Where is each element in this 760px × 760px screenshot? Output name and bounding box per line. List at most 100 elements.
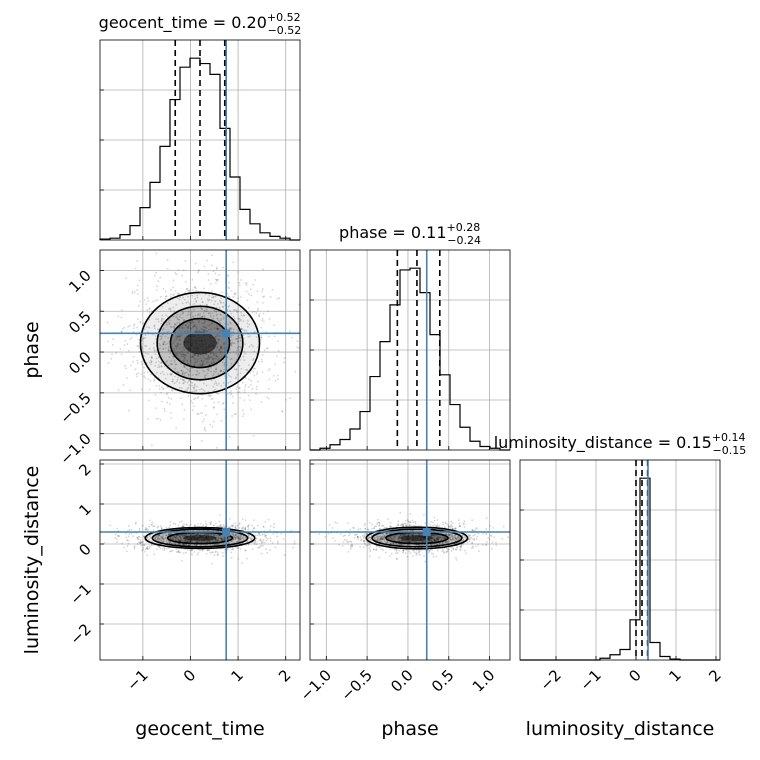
scatter-point [402, 549, 405, 552]
scatter-point [194, 525, 196, 528]
scatter-point [143, 544, 146, 547]
scatter-point [216, 534, 218, 537]
scatter-point [379, 538, 382, 541]
scatter-point [215, 370, 217, 373]
scatter-point [459, 545, 462, 548]
scatter-point [459, 546, 462, 548]
scatter-point [257, 532, 260, 535]
scatter-point [277, 349, 280, 352]
scatter-point [218, 525, 221, 528]
scatter-point [230, 328, 233, 330]
scatter-point [452, 548, 455, 551]
scatter-point [175, 347, 178, 350]
scatter-point [187, 327, 189, 330]
scatter-point [187, 540, 190, 543]
scatter-point [389, 542, 392, 545]
scatter-point [347, 522, 349, 524]
scatter-point [205, 308, 208, 311]
scatter-point [170, 363, 173, 366]
scatter-point [208, 363, 211, 366]
scatter-point [209, 311, 212, 314]
scatter-point [183, 379, 186, 382]
scatter-point [243, 351, 246, 353]
scatter-point [449, 536, 452, 539]
scatter-point [290, 529, 293, 532]
scatter-point [383, 536, 386, 538]
scatter-point [171, 380, 174, 383]
xtick-label-phase: −0.5 [337, 666, 375, 704]
scatter-point [242, 535, 245, 538]
scatter-point [239, 548, 242, 550]
scatter-point [369, 539, 372, 542]
scatter-point [146, 417, 149, 420]
scatter-point [253, 374, 256, 377]
scatter-point [207, 328, 210, 331]
scatter-point [437, 536, 439, 539]
scatter-point [352, 527, 355, 530]
scatter-point [252, 370, 255, 373]
scatter-point [213, 353, 216, 356]
scatter-point [215, 279, 218, 281]
scatter-point [198, 329, 200, 332]
scatter-point [436, 535, 439, 537]
scatter-point [205, 357, 208, 360]
scatter-point [127, 325, 129, 328]
scatter-point [207, 394, 210, 397]
scatter-point [390, 526, 393, 529]
scatter-point [181, 302, 184, 305]
scatter-point [247, 307, 250, 309]
scatter-point [349, 532, 352, 535]
scatter-point [227, 274, 230, 277]
scatter-point [184, 540, 187, 543]
scatter-point [430, 534, 433, 537]
scatter-point [143, 328, 146, 331]
scatter-point [141, 540, 144, 543]
scatter-point [194, 314, 197, 317]
scatter-point [127, 535, 130, 538]
scatter-point [267, 369, 270, 372]
scatter-point [454, 537, 457, 540]
scatter-point [356, 535, 359, 538]
scatter-point [220, 347, 223, 350]
scatter-point [159, 347, 162, 350]
scatter-point [475, 538, 478, 541]
scatter-point [177, 371, 180, 374]
scatter-point [183, 319, 186, 322]
scatter-point [395, 552, 397, 555]
scatter-point [453, 538, 455, 541]
scatter-point [207, 298, 209, 301]
scatter-point [346, 541, 349, 544]
scatter-point [189, 322, 192, 324]
scatter-point [204, 404, 207, 407]
scatter-point [207, 540, 209, 543]
scatter-point [218, 534, 221, 536]
scatter-point [252, 357, 255, 360]
scatter-point [221, 543, 224, 546]
scatter-point [238, 334, 241, 337]
scatter-point [378, 521, 381, 524]
scatter-point [153, 348, 156, 351]
scatter-point [237, 297, 239, 300]
scatter-point [200, 359, 203, 362]
scatter-point [160, 365, 163, 368]
scatter-point [141, 544, 144, 546]
scatter-point [257, 307, 260, 310]
scatter-point [262, 525, 265, 528]
scatter-point [255, 388, 258, 391]
scatter-point [351, 545, 354, 548]
scatter-point [432, 553, 435, 556]
scatter-point [162, 534, 165, 537]
scatter-point [353, 533, 356, 536]
scatter-point [215, 355, 218, 358]
scatter-point [174, 537, 177, 540]
scatter-point [293, 542, 296, 545]
scatter-point [233, 413, 236, 415]
scatter-point [230, 334, 233, 337]
scatter-point [217, 539, 220, 541]
ytick-label-luminosity_distance: 0 [75, 540, 94, 559]
scatter-point [177, 534, 180, 537]
scatter-point [472, 534, 475, 537]
scatter-point [147, 378, 150, 381]
scatter-point [400, 543, 402, 546]
scatter-point [258, 315, 261, 318]
